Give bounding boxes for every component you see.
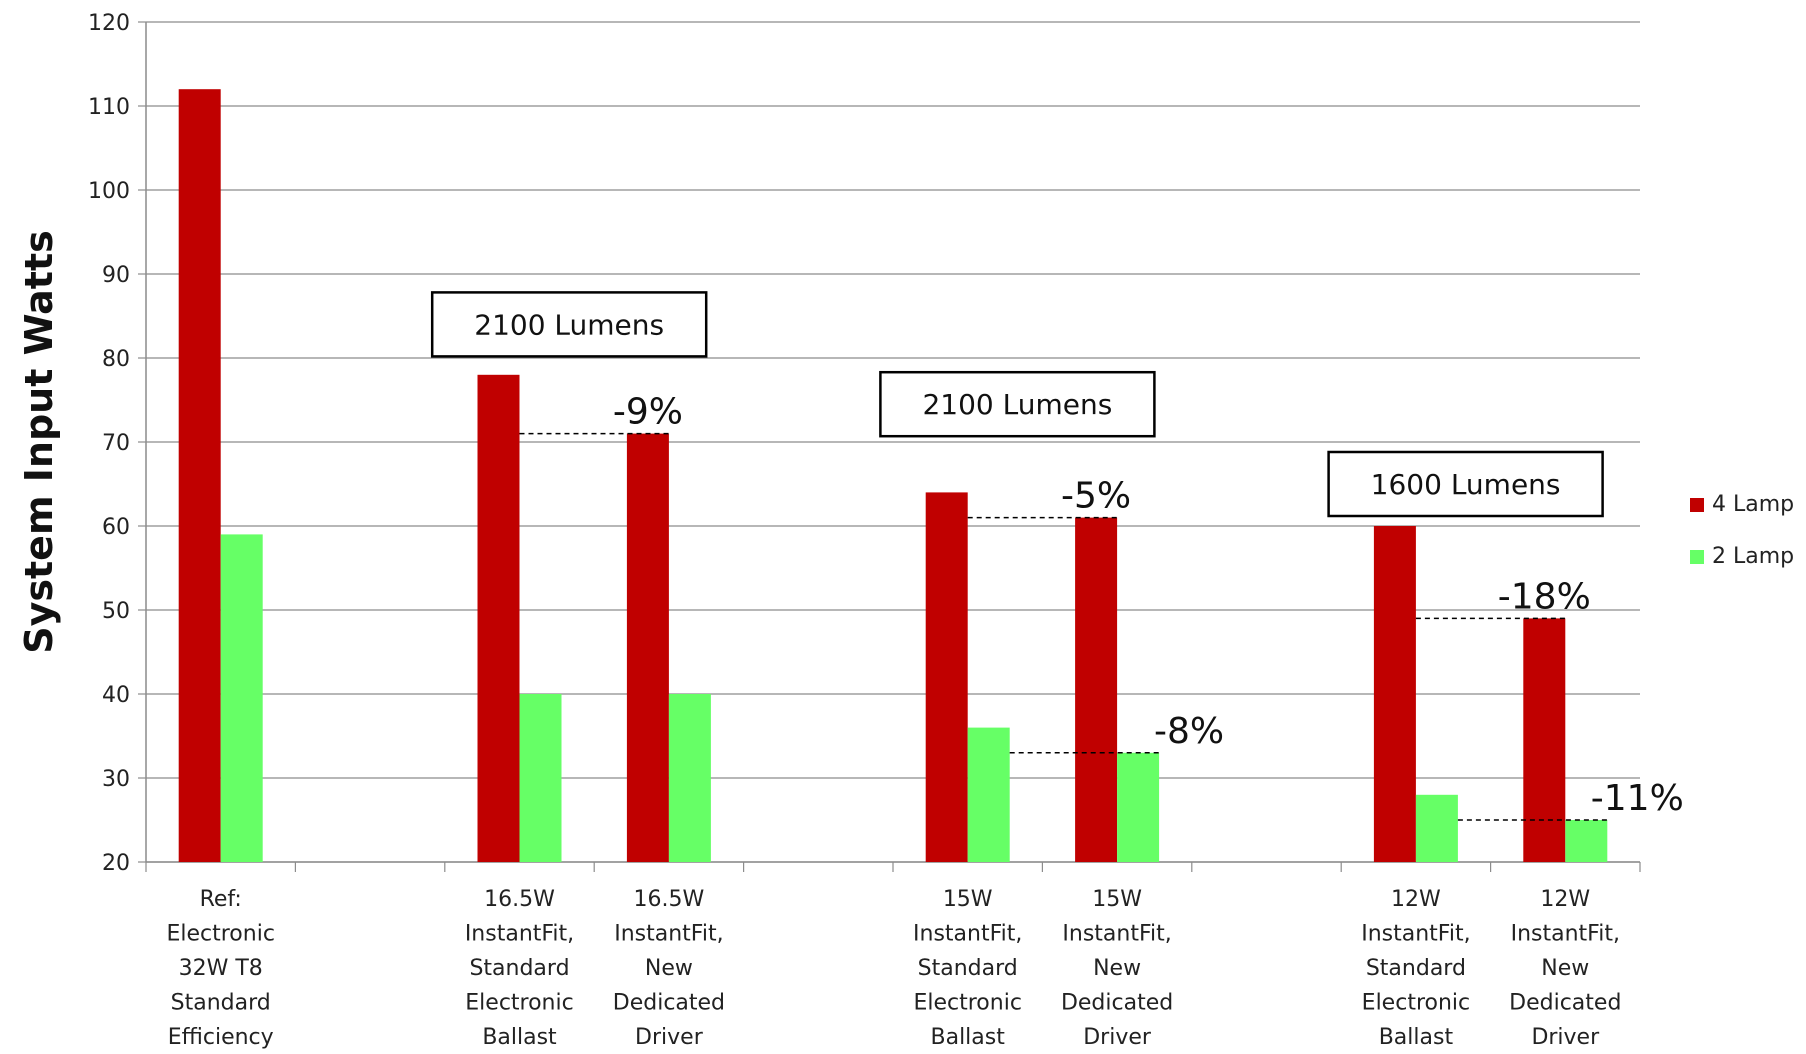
category-label-line: 16.5W <box>484 887 555 912</box>
category-label-line: InstantFit, <box>1062 922 1171 947</box>
bar-4-lamp <box>1075 517 1118 862</box>
bar-2-lamp <box>519 694 562 862</box>
lumens-box <box>879 370 1156 438</box>
bar-2-lamp <box>1117 752 1160 862</box>
bar-2-lamp <box>1565 820 1608 862</box>
category-label-line: Electronic <box>166 922 274 947</box>
category-label-line: Electronic <box>913 991 1021 1016</box>
bar-2-lamp <box>967 727 1010 862</box>
lumens-box <box>1327 450 1604 518</box>
category-label: 12W InstantFit, New Dedicated Driver <box>1509 887 1621 1050</box>
category-label-line: InstantFit, <box>1511 922 1620 947</box>
percent-change-label: -9% <box>613 392 683 433</box>
category-label-line: Ballast <box>482 1025 557 1050</box>
y-tick-label: 30 <box>102 767 130 792</box>
category-label: 15W InstantFit, New Dedicated Driver <box>1061 887 1173 1050</box>
category-label: 16.5W InstantFit, New Dedicated Driver <box>613 887 725 1050</box>
category-label-line: Electronic <box>1362 991 1470 1016</box>
category-label-line: 15W <box>1092 887 1142 912</box>
percent-change-label: -8% <box>1154 711 1224 752</box>
category-label-line: New <box>645 956 693 981</box>
y-axis-label: System Input Watts <box>17 230 61 654</box>
category-label-line: Dedicated <box>1061 991 1173 1016</box>
category-label-line: Standard <box>1366 956 1466 981</box>
bar-2-lamp <box>668 694 711 862</box>
lumens-box <box>430 291 708 358</box>
lumens-label: 2100 Lumens <box>922 388 1112 421</box>
percent-change-label: -18% <box>1498 576 1591 617</box>
y-tick-label: 90 <box>102 263 130 288</box>
category-label-line: Ballast <box>1379 1025 1454 1050</box>
percent-change-label: -5% <box>1061 476 1131 517</box>
category-label-line: Dedicated <box>1509 991 1621 1016</box>
percent-change-label: -11% <box>1591 778 1684 819</box>
bar-4-lamp <box>477 374 520 862</box>
lumens-label: 1600 Lumens <box>1371 468 1561 501</box>
category-label-line: New <box>1541 956 1589 981</box>
category-label-line: 15W <box>943 887 993 912</box>
category-label-line: 12W <box>1391 887 1441 912</box>
category-label-line: Ref: <box>200 887 242 912</box>
category-label: 16.5W InstantFit, Standard Electronic Ballas… <box>465 887 574 1050</box>
category-label-line: Electronic <box>465 991 573 1016</box>
y-tick-label: 50 <box>102 599 130 624</box>
category-label-line: InstantFit, <box>465 922 574 947</box>
category-label-line: Driver <box>635 1025 704 1050</box>
bar-4-lamp <box>1373 526 1416 862</box>
category-label: 12W InstantFit, Standard Electronic Ballast <box>1361 887 1470 1050</box>
bar-4-lamp <box>178 89 221 862</box>
category-label-line: Driver <box>1083 1025 1152 1050</box>
category-label-line: 12W <box>1540 887 1590 912</box>
legend-label: 4 Lamp <box>1712 492 1794 517</box>
y-tick-label: 120 <box>88 11 130 36</box>
y-tick-label: 110 <box>88 95 130 120</box>
category-label-line: 16.5W <box>634 887 705 912</box>
category-label-line: Dedicated <box>613 991 725 1016</box>
category-label: Ref: Electronic 32W T8 Standard Efficiency <box>166 887 274 1050</box>
y-tick-label: 80 <box>102 347 130 372</box>
legend-label: 2 Lamp <box>1712 544 1794 569</box>
category-label: 15W InstantFit, Standard Electronic Ballast <box>913 887 1022 1050</box>
bar-4-lamp <box>1523 618 1566 862</box>
category-label-line: 32W T8 <box>179 956 263 981</box>
bar-2-lamp <box>220 534 263 862</box>
category-label-line: New <box>1093 956 1141 981</box>
category-label-line: Standard <box>171 991 271 1016</box>
category-label-line: Efficiency <box>168 1025 274 1050</box>
category-label-line: Standard <box>469 956 569 981</box>
category-label-line: Driver <box>1531 1025 1600 1050</box>
category-label-line: InstantFit, <box>614 922 723 947</box>
y-tick-label: 40 <box>102 683 130 708</box>
bar-2-lamp <box>1415 794 1458 862</box>
category-label-line: Standard <box>918 956 1018 981</box>
lumens-label: 2100 Lumens <box>474 308 664 341</box>
category-label-line: Ballast <box>931 1025 1006 1050</box>
y-tick-label: 100 <box>88 179 130 204</box>
category-label-line: InstantFit, <box>913 922 1022 947</box>
legend-swatch <box>1690 550 1704 564</box>
y-tick-label: 60 <box>102 515 130 540</box>
y-tick-label: 20 <box>102 851 130 876</box>
legend-swatch <box>1690 498 1704 512</box>
bar-4-lamp <box>626 433 669 862</box>
bar-4-lamp <box>925 492 968 862</box>
y-tick-label: 70 <box>102 431 130 456</box>
category-label-line: InstantFit, <box>1361 922 1470 947</box>
